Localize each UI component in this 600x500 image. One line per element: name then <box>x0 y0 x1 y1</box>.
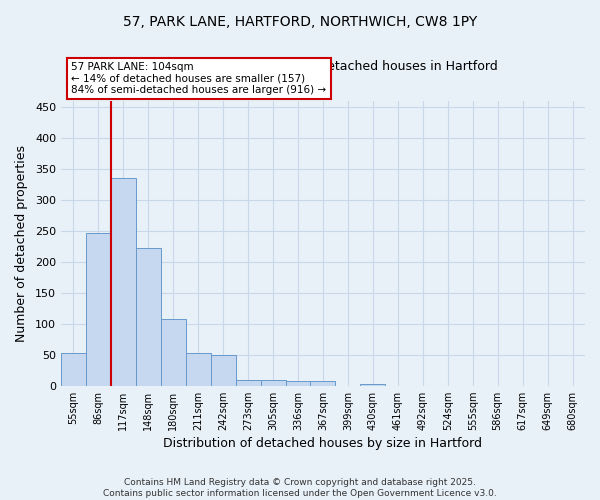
Bar <box>361 384 385 386</box>
Title: Size of property relative to detached houses in Hartford: Size of property relative to detached ho… <box>148 60 498 74</box>
Bar <box>236 380 260 386</box>
Bar <box>86 233 111 386</box>
Bar <box>211 354 236 386</box>
Bar <box>136 248 161 386</box>
Bar <box>161 320 186 386</box>
Bar <box>111 178 136 386</box>
Y-axis label: Number of detached properties: Number of detached properties <box>15 145 28 342</box>
Text: Contains HM Land Registry data © Crown copyright and database right 2025.
Contai: Contains HM Land Registry data © Crown c… <box>103 478 497 498</box>
X-axis label: Distribution of detached houses by size in Hartford: Distribution of detached houses by size … <box>163 437 482 450</box>
Bar <box>186 353 211 386</box>
Bar <box>310 382 335 386</box>
Bar <box>286 382 310 386</box>
Text: 57, PARK LANE, HARTFORD, NORTHWICH, CW8 1PY: 57, PARK LANE, HARTFORD, NORTHWICH, CW8 … <box>123 15 477 29</box>
Text: 57 PARK LANE: 104sqm
← 14% of detached houses are smaller (157)
84% of semi-deta: 57 PARK LANE: 104sqm ← 14% of detached h… <box>71 62 326 95</box>
Bar <box>61 353 86 386</box>
Bar <box>260 380 286 386</box>
